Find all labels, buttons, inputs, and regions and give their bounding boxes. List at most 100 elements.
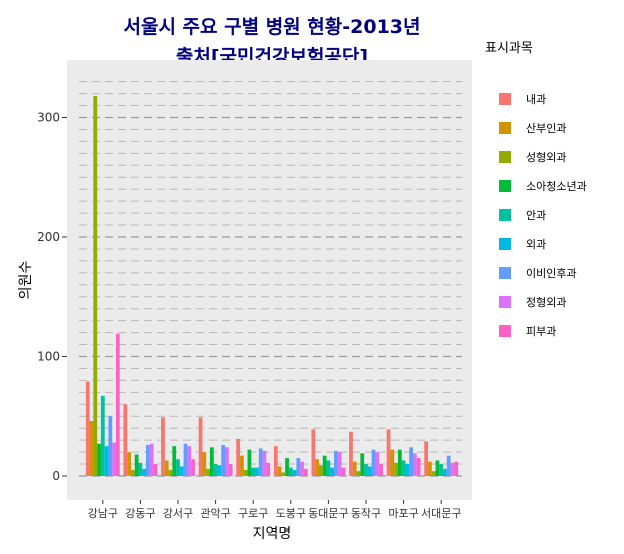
legend-label: 성형외과 [526,151,566,164]
legend-label: 외과 [526,238,546,251]
bar [161,417,165,476]
bar [187,446,192,477]
bar [401,460,406,476]
bar [397,449,402,476]
bar [179,466,184,476]
bar [428,461,432,476]
bar [209,447,214,476]
bar [424,441,429,476]
bar [153,464,158,476]
bar [285,458,289,476]
bar [108,416,113,476]
x-tick-label: 구로구 [238,507,268,520]
legend-key [499,296,511,308]
bar [450,462,455,476]
bar [172,446,177,477]
legend-key [499,267,511,279]
legend-label: 소아청소년과 [526,180,587,193]
bar [379,464,383,476]
bar [390,449,395,476]
legend-label: 내과 [526,93,546,106]
bar [356,471,361,476]
bar [349,431,353,476]
x-tick-label: 서대문구 [421,507,461,520]
bar [300,461,304,476]
bar [352,461,357,476]
bar [416,458,421,476]
x-tick-label: 도봉구 [276,507,306,520]
bar [104,446,109,477]
bar [322,455,327,476]
bar [191,459,195,476]
legend-key [499,238,511,250]
bar [97,443,101,476]
bar [409,447,413,476]
bar [266,462,271,476]
bar [134,454,139,476]
bar [303,468,308,476]
plot-panel [67,60,472,500]
bar [431,471,436,476]
bar [149,443,154,476]
bar [337,452,342,476]
bar [142,468,147,476]
bar [131,470,135,476]
bar [202,452,207,476]
y-tick-label: 200 [37,230,60,244]
x-tick-label: 강남구 [88,507,118,520]
x-axis-title: 지역명 [253,526,292,542]
legend-key [499,180,511,192]
x-axis: 강남구 강동구 강서구 관악구 구로구 도봉구 동대문구 동작구 마포구 서대문구 [88,500,461,520]
legend-key [499,151,511,163]
bar [319,465,323,476]
y-tick-label: 100 [37,350,60,364]
bar [281,472,286,476]
legend-label: 이비인후과 [526,267,577,280]
bar [255,467,259,476]
legend-key [499,325,511,337]
legend-label: 정형외과 [526,296,566,309]
bar [112,442,116,476]
bar [435,460,440,476]
bar [115,333,120,476]
bar [258,448,263,476]
x-tick-label: 마포구 [388,507,418,520]
bar [413,453,417,476]
bar [375,452,380,476]
bar [206,468,210,476]
bar [100,395,105,476]
bar [198,417,203,476]
legend-label: 안과 [526,209,546,222]
x-tick-label: 동대문구 [308,507,348,520]
bar [277,466,282,476]
bar [454,461,459,476]
bar [127,452,131,476]
legend-label: 산부인과 [526,122,566,135]
bar [446,455,451,476]
bar [183,443,188,476]
y-tick-label: 300 [37,111,60,125]
legend-title: 표시과목 [485,41,533,56]
bar [367,466,372,476]
bar [371,449,376,476]
bar [360,453,365,476]
bar [443,468,447,476]
bar [213,464,218,476]
bar [315,459,319,476]
bar [176,459,180,476]
bar [225,447,229,476]
bar [364,464,368,476]
bar [334,450,338,476]
bar [85,381,90,476]
bar [146,444,150,476]
bars [85,95,459,477]
bar [288,467,293,476]
bar [273,446,278,477]
bar [326,460,331,476]
bar [228,464,233,476]
y-tick-label: 0 [52,469,60,483]
legend-label: 피부과 [526,325,556,338]
bar [405,464,410,476]
